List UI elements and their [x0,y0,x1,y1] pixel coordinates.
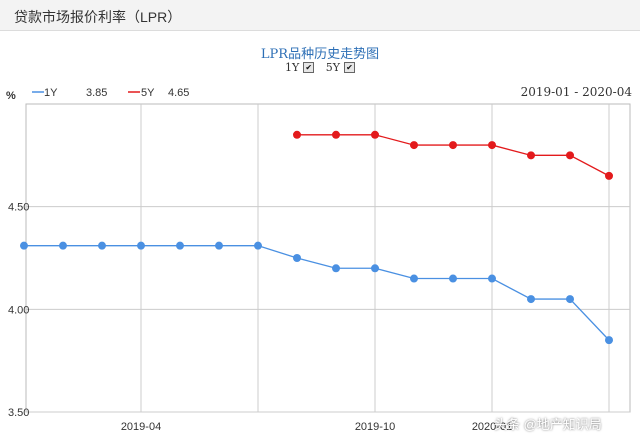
data-point-1Y [527,295,535,304]
data-point-1Y [566,295,574,304]
data-point-1Y [410,274,418,283]
chart-title: LPR品种历史走势图 [260,47,380,62]
data-point-5Y [410,141,418,150]
data-point-1Y [215,241,223,250]
toggle-1y[interactable]: 1Y ✔ [284,61,315,74]
data-point-5Y [371,130,379,139]
data-point-1Y [371,264,379,273]
toggle-5y-label: 5Y [325,61,341,74]
data-point-1Y [605,336,613,345]
series-toggles: 1Y ✔ 5Y ✔ [0,61,640,74]
x-tick-label: 2020-01 [472,421,512,433]
data-point-1Y [488,274,496,283]
legend-name: 1Y [44,87,58,99]
series-line-1Y [24,245,610,341]
data-point-1Y [332,264,340,273]
data-point-1Y [59,241,67,250]
data-point-1Y [176,241,184,250]
data-point-5Y [293,130,301,139]
legend-value: 4.65 [168,87,189,99]
page-header: 贷款市场报价利率（LPR） [0,0,640,31]
data-point-1Y [293,254,301,262]
data-point-1Y [98,241,106,250]
toggle-5y[interactable]: 5Y ✔ [325,61,356,74]
checkbox-5y-icon[interactable]: ✔ [344,62,356,73]
data-point-1Y [137,241,145,250]
y-tick-label: 3.50 [8,407,29,419]
date-range: 2019-01 - 2020-04 [521,85,633,99]
page-title: 贷款市场报价利率（LPR） [14,9,182,25]
legend-value: 3.85 [86,87,107,99]
data-point-5Y [449,141,457,150]
legend-name: 5Y [141,87,155,99]
data-point-5Y [527,151,535,160]
data-point-5Y [566,151,574,160]
y-tick-label: 4.50 [8,202,29,214]
data-point-1Y [254,241,262,250]
checkbox-1y-icon[interactable]: ✔ [303,62,315,73]
x-tick-label: 2019-04 [121,421,161,433]
data-point-5Y [488,141,496,150]
plot-area [25,103,631,413]
y-axis-unit: % [6,90,16,102]
watermark: 头条 @地产知识局 [494,417,602,432]
x-tick-label: 2019-10 [355,421,395,433]
data-point-1Y [20,241,28,250]
data-point-1Y [449,274,457,283]
data-point-5Y [605,171,613,180]
data-point-5Y [332,130,340,139]
y-tick-label: 4.00 [8,304,29,316]
series-line-5Y [297,134,610,177]
toggle-1y-label: 1Y [284,61,300,74]
